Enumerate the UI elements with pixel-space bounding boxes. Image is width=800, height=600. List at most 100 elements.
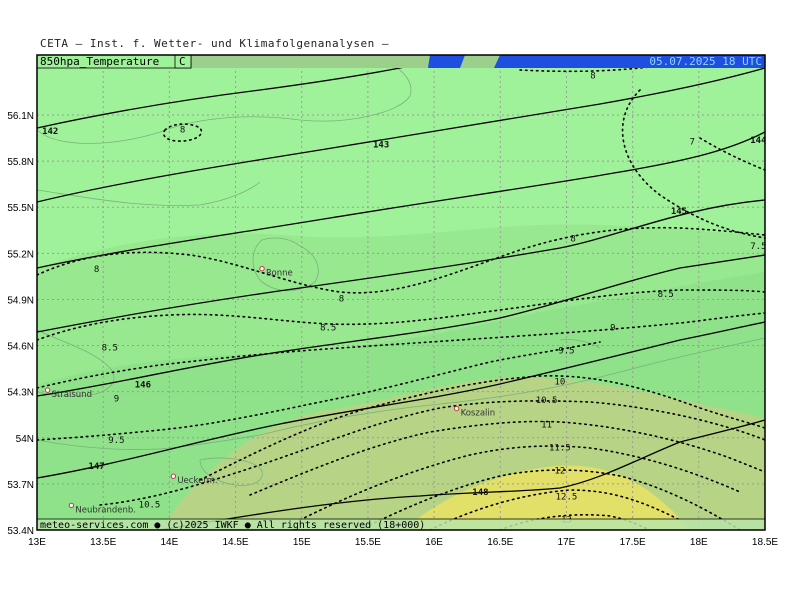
temperature-label: 8 bbox=[180, 125, 185, 135]
city-neubrandenb: Neubrandenb. bbox=[68, 502, 136, 515]
height-contour-label: 146 bbox=[135, 380, 151, 390]
unit-label: C bbox=[179, 55, 186, 68]
temperature-label: 10 bbox=[554, 377, 565, 387]
svg-text:146: 146 bbox=[135, 380, 151, 390]
header-blue-segment-2 bbox=[494, 55, 765, 68]
header-bar: 850hpa_Temperature C 05.07.2025 18 UTC bbox=[36, 54, 765, 69]
coastlines bbox=[37, 61, 765, 486]
temperature-label: 10.5 bbox=[536, 396, 558, 406]
svg-text:147: 147 bbox=[88, 462, 104, 472]
latitude-axis: 56.1N 55.8N 55.5N 55.2N 54.9N 54.6N 54.3N 54N 53… bbox=[7, 111, 34, 537]
isotherm-11-5 bbox=[299, 445, 741, 521]
isotherm-8-5 bbox=[37, 289, 765, 341]
longitude-tick-label: 17E bbox=[558, 537, 576, 548]
city-markers: Ronne Stralsund Koszalin Ueckerm. Neubranden… bbox=[44, 266, 496, 515]
temperature-label: 10.5 bbox=[139, 500, 161, 510]
latitude-tick-label: 54.9N bbox=[7, 295, 34, 306]
latitude-tick-label: 55.2N bbox=[7, 249, 34, 260]
city-koszalin: Koszalin bbox=[453, 405, 496, 419]
city-name: Ueckerm. bbox=[177, 476, 217, 486]
contour-147 bbox=[37, 321, 765, 479]
longitude-tick-label: 17.5E bbox=[620, 537, 646, 548]
city-dot bbox=[44, 387, 51, 393]
city-name: Koszalin bbox=[461, 409, 496, 419]
height-contour-label: 148 bbox=[472, 488, 488, 498]
temperature-label: 8 bbox=[94, 265, 99, 275]
city-stralsund: Stralsund bbox=[44, 387, 92, 400]
longitude-tick-label: 18E bbox=[690, 537, 708, 548]
svg-text:142: 142 bbox=[42, 127, 58, 137]
longitude-tick-label: 13E bbox=[28, 537, 46, 548]
longitude-tick-label: 16.5E bbox=[487, 537, 513, 548]
isotherm-12-5 bbox=[429, 489, 681, 530]
longitude-tick-label: 15E bbox=[293, 537, 311, 548]
height-contour-label: 147 bbox=[88, 462, 104, 472]
isotherm-7-b bbox=[699, 137, 765, 171]
height-contour-label: 144 bbox=[750, 136, 767, 146]
valid-time: 05.07.2025 18 UTC bbox=[649, 55, 762, 68]
isotherm-11 bbox=[249, 420, 765, 496]
temperature-label: 8 bbox=[339, 294, 344, 304]
temperature-label: 9 bbox=[114, 394, 119, 404]
map-title: CETA — Inst. f. Wetter- und Klimafolgena… bbox=[40, 37, 390, 50]
temperature-isotherms bbox=[37, 57, 765, 530]
map-plot-area: 142 143 144 145 146 147 148 8 8 7 8 8 8 7.5 8.5 8.5 8.5… bbox=[37, 56, 767, 530]
contour-148 bbox=[159, 419, 765, 530]
longitude-tick-label: 16E bbox=[425, 537, 443, 548]
city-name: Neubrandenb. bbox=[75, 505, 136, 515]
isotherm-13 bbox=[499, 513, 651, 530]
svg-text:145: 145 bbox=[671, 207, 687, 217]
longitude-tick-label: 13.5E bbox=[90, 537, 116, 548]
height-contour-label: 142 bbox=[42, 127, 58, 137]
isotherm-10 bbox=[199, 375, 765, 481]
longitude-tick-label: 14.5E bbox=[222, 537, 248, 548]
temperature-label: 8.5 bbox=[658, 290, 674, 300]
contour-144 bbox=[37, 131, 765, 269]
longitude-tick-label: 15.5E bbox=[355, 537, 381, 548]
longitude-tick-label: 14E bbox=[160, 537, 178, 548]
temperature-label: 11.5 bbox=[549, 444, 571, 454]
footer-bg bbox=[37, 519, 765, 530]
height-contour-label: 145 bbox=[671, 207, 687, 217]
isotherm-9-5 bbox=[37, 341, 601, 441]
city-ueckerm: Ueckerm. bbox=[170, 473, 218, 486]
isotherm-8-top bbox=[519, 57, 765, 73]
city-ronne: Ronne bbox=[259, 266, 293, 279]
height-contour-label: 143 bbox=[373, 141, 389, 151]
latitude-tick-label: 54.6N bbox=[7, 342, 34, 353]
svg-text:144: 144 bbox=[750, 136, 767, 146]
city-dot bbox=[68, 502, 75, 509]
parameter-label: 850hpa_Temperature bbox=[40, 55, 159, 68]
temperature-label: 9.5 bbox=[558, 347, 574, 357]
footer-bar: meteo-services.com ● (c)2025 IWKF ● All … bbox=[37, 518, 765, 531]
contour-143 bbox=[37, 67, 765, 203]
temperature-label: 8.5 bbox=[102, 344, 118, 354]
svg-text:148: 148 bbox=[472, 488, 488, 498]
temperature-label: 8.5 bbox=[320, 324, 336, 334]
longitude-axis: 13E 13.5E 14E 14.5E 15E 15.5E 16E 16.5E 17E 17.5E… bbox=[28, 537, 778, 548]
temperature-label: 8 bbox=[570, 234, 575, 244]
latitude-tick-label: 54N bbox=[16, 434, 34, 445]
temperature-label: 9.5 bbox=[108, 436, 124, 446]
contour-142 bbox=[37, 65, 411, 129]
temperature-label: 7.5 bbox=[750, 242, 766, 252]
isotherm-9 bbox=[37, 312, 765, 389]
svg-text:143: 143 bbox=[373, 141, 389, 151]
temperature-label: 7 bbox=[689, 138, 694, 148]
contour-146 bbox=[37, 254, 765, 397]
city-name: Stralsund bbox=[52, 390, 92, 400]
header-blue-segment-1 bbox=[428, 55, 465, 68]
isotherm-7 bbox=[621, 89, 765, 239]
temperature-band-12-14 bbox=[405, 465, 690, 530]
isotherm-12 bbox=[359, 469, 741, 530]
height-contours bbox=[37, 65, 765, 530]
latitude-tick-label: 56.1N bbox=[7, 111, 34, 122]
latitude-tick-label: 54.3N bbox=[7, 388, 34, 399]
temperature-label: 12 bbox=[554, 467, 565, 477]
isotherm-8-island bbox=[162, 123, 203, 142]
height-contour-labels: 142 143 144 145 146 147 148 bbox=[42, 127, 767, 498]
latitude-tick-label: 53.7N bbox=[7, 480, 34, 491]
grid-lines bbox=[37, 56, 765, 530]
city-dot bbox=[259, 266, 265, 272]
